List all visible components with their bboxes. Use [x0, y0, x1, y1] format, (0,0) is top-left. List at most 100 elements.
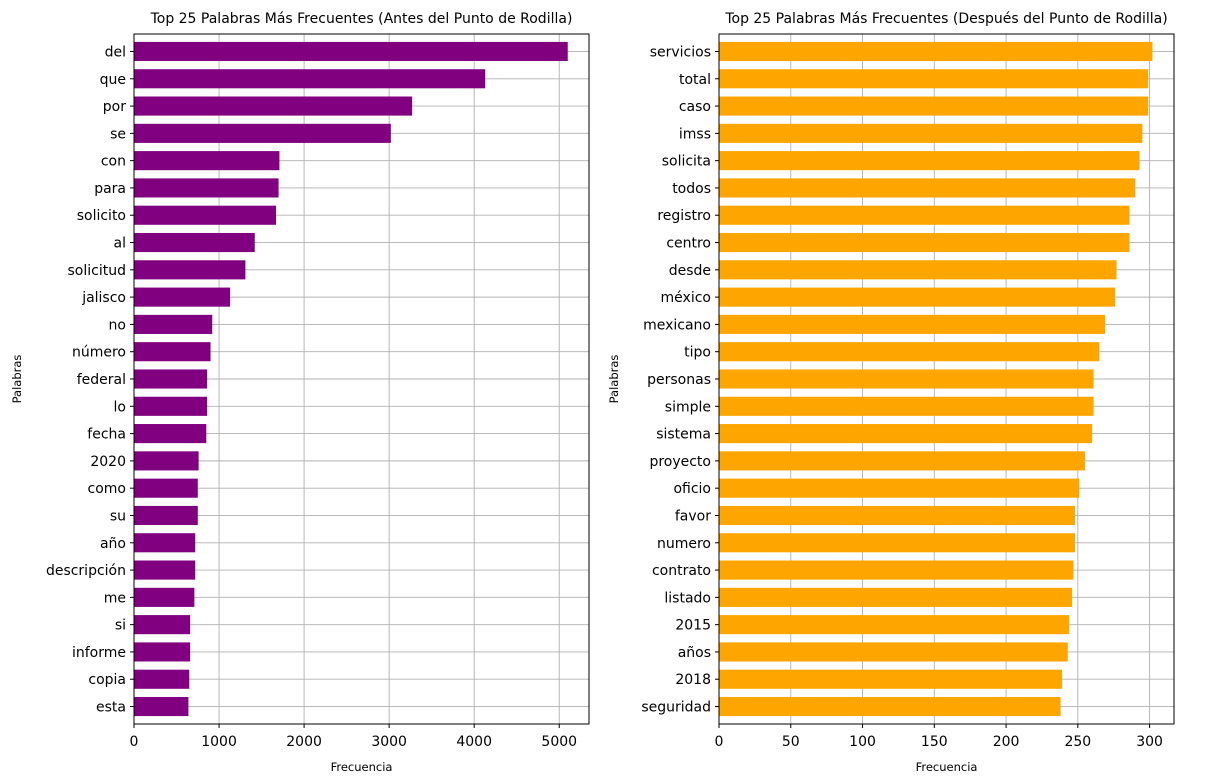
right-ytick-label-20: listado [664, 590, 711, 606]
right-bar-17 [719, 505, 1075, 526]
right-ytick-label-21: 2015 [675, 618, 711, 634]
right-xtick-label-6: 300 [1136, 734, 1163, 750]
left-bar-15 [134, 451, 199, 471]
right-xtick-label-4: 200 [993, 734, 1020, 750]
left-bar-23 [134, 669, 190, 689]
left-bar-1 [134, 69, 486, 89]
right-ytick-label-17: favor [675, 508, 711, 524]
right-ytick-label-13: simple [665, 399, 711, 415]
right-xtick-label-2: 100 [849, 734, 876, 750]
left-ytick-label-4: con [101, 154, 126, 170]
right-bar-11 [719, 342, 1100, 362]
right-bar-19 [719, 560, 1074, 580]
left-ytick-label-13: lo [114, 399, 126, 415]
right-ytick-label-2: caso [679, 99, 711, 115]
right-bar-20 [719, 587, 1073, 607]
right-bar-6 [719, 205, 1130, 225]
right-ytick-label-24: seguridad [641, 700, 711, 716]
left-ytick-label-21: si [115, 618, 126, 634]
right-ytick-label-10: mexicano [643, 317, 711, 333]
left-bar-19 [134, 560, 196, 580]
left-bar-21 [134, 615, 191, 635]
left-bar-3 [134, 123, 391, 143]
left-bar-4 [134, 151, 280, 171]
left-ytick-label-6: solicito [77, 208, 126, 224]
left-bar-16 [134, 478, 198, 498]
left-ytick-label-22: informe [72, 645, 126, 661]
left-xtick-label-4: 4000 [456, 734, 492, 750]
right-ytick-label-22: años [678, 645, 711, 661]
left-bar-11 [134, 342, 211, 362]
right-bar-14 [719, 424, 1093, 444]
right-bar-10 [719, 314, 1106, 334]
right-xtick-label-5: 250 [1064, 734, 1091, 750]
right-xtick-label-1: 50 [782, 734, 800, 750]
left-ytick-label-9: jalisco [81, 290, 126, 306]
left-y-axis-label: Palabras [10, 355, 24, 404]
right-bar-22 [719, 642, 1068, 662]
left-bar-8 [134, 260, 246, 280]
left-bar-12 [134, 369, 208, 389]
right-bar-2 [719, 96, 1149, 116]
right-ytick-label-3: imss [679, 126, 711, 142]
left-bar-9 [134, 287, 231, 307]
right-ytick-label-19: contrato [652, 563, 711, 579]
right-ytick-label-11: tipo [684, 345, 711, 361]
left-bar-6 [134, 205, 277, 225]
left-chart-title: Top 25 Palabras Más Frecuentes (Antes de… [150, 11, 573, 27]
right-y-axis-label: Palabras [607, 355, 621, 404]
right-ytick-label-16: oficio [673, 481, 711, 497]
left-xtick-label-3: 3000 [371, 734, 407, 750]
left-bar-7 [134, 232, 255, 253]
left-ytick-label-14: fecha [87, 427, 126, 443]
right-chart-title: Top 25 Palabras Más Frecuentes (Después … [724, 11, 1167, 27]
left-ytick-label-15: 2020 [90, 454, 126, 470]
right-bar-21 [719, 615, 1070, 635]
right-bar-8 [719, 260, 1117, 280]
right-bar-15 [719, 451, 1086, 471]
left-ytick-label-20: me [104, 590, 126, 606]
left-bar-2 [134, 96, 413, 116]
left-bar-24 [134, 696, 189, 717]
left-ytick-label-24: esta [96, 700, 126, 716]
right-ytick-label-0: servicios [650, 44, 711, 60]
right-ytick-label-7: centro [666, 236, 711, 252]
right-ytick-label-4: solicita [662, 154, 711, 170]
left-ytick-label-11: número [72, 345, 126, 361]
left-ytick-label-1: que [100, 72, 126, 88]
right-ytick-label-1: total [679, 72, 711, 88]
left-ytick-label-7: al [114, 236, 126, 252]
left-xtick-label-0: 0 [130, 734, 139, 750]
right-x-axis-label: Frecuencia [916, 760, 978, 774]
left-ytick-label-10: no [109, 317, 126, 333]
right-bar-5 [719, 178, 1136, 198]
left-bar-17 [134, 505, 198, 526]
right-bar-23 [719, 669, 1063, 689]
left-bar-18 [134, 533, 196, 553]
right-bar-0 [719, 41, 1153, 62]
left-ytick-label-19: descripción [46, 563, 126, 579]
left-ytick-label-3: se [110, 126, 126, 142]
right-chart-panel: servicios total caso imss solicita todos regis… [607, 11, 1175, 774]
left-xtick-label-5: 5000 [541, 734, 577, 750]
right-ytick-label-18: numero [657, 536, 711, 552]
right-bar-1 [719, 69, 1149, 89]
left-bar-22 [134, 642, 191, 662]
left-bar-14 [134, 424, 207, 444]
right-ytick-label-8: desde [669, 263, 711, 279]
left-xtick-label-1: 1000 [201, 734, 237, 750]
left-ytick-label-0: del [105, 44, 126, 60]
left-ytick-label-16: como [88, 481, 126, 497]
right-bar-7 [719, 232, 1130, 253]
left-bar-5 [134, 178, 279, 198]
left-ytick-label-8: solicitud [68, 263, 126, 279]
right-ytick-label-14: sistema [656, 427, 711, 443]
right-ytick-label-5: todos [672, 181, 711, 197]
left-bar-10 [134, 314, 213, 334]
left-bar-13 [134, 396, 208, 416]
left-ytick-label-18: año [100, 536, 126, 552]
left-ytick-label-23: copia [88, 672, 126, 688]
left-ytick-label-5: para [94, 181, 126, 197]
right-ytick-label-15: proyecto [649, 454, 711, 470]
